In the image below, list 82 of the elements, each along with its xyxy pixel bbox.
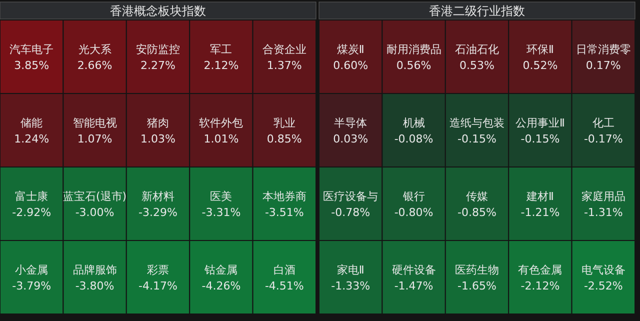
data-label: -4.26%: [202, 279, 241, 292]
data-label: 1.07%: [77, 132, 112, 146]
data-label: -3.31%: [202, 206, 241, 219]
data-label: 0.52%: [522, 58, 558, 72]
data-label: 0.53%: [460, 58, 494, 72]
category-label: 公用事业Ⅱ: [515, 116, 565, 130]
category-label: 石油石化: [455, 42, 499, 56]
category-label: 有色金属: [518, 263, 562, 276]
category-label: 煤炭Ⅱ: [336, 42, 364, 56]
data-label: -0.15%: [520, 132, 560, 146]
data-label: 0.60%: [333, 58, 368, 72]
data-label: -0.80%: [394, 206, 434, 219]
data-label: -2.92%: [12, 206, 52, 219]
category-label: 环保Ⅱ: [526, 42, 554, 56]
category-label: 光大系: [78, 42, 112, 56]
data-label: -3.29%: [138, 206, 178, 219]
category-label: 银行: [402, 190, 425, 203]
data-label: -1.31%: [584, 206, 623, 219]
data-label: 2.12%: [204, 58, 239, 72]
data-label: 2.27%: [140, 58, 176, 72]
data-label: -0.85%: [458, 206, 496, 219]
data-label: -1.21%: [520, 206, 560, 219]
category-label: 化工: [592, 116, 614, 130]
data-label: 0.56%: [396, 58, 432, 72]
data-label: 1.03%: [140, 132, 176, 146]
category-label: 软件外包: [199, 116, 244, 130]
category-label: 医药生物: [455, 263, 499, 276]
data-label: -3.51%: [264, 206, 304, 219]
data-label: -3.79%: [12, 279, 52, 292]
data-label: -3.80%: [75, 279, 114, 292]
category-label: 机械: [402, 116, 425, 130]
category-label: 新材料: [142, 190, 174, 203]
data-label: -0.78%: [331, 206, 370, 219]
category-label: 合资企业: [262, 42, 306, 56]
data-label: -0.08%: [394, 132, 434, 146]
data-label: 1.01%: [204, 132, 239, 146]
data-label: 0.03%: [333, 132, 368, 146]
category-label: 品牌服饰: [72, 263, 117, 276]
data-label: -2.52%: [584, 279, 623, 292]
category-label: 小金属: [15, 263, 48, 276]
data-label: 3.85%: [14, 58, 50, 72]
category-label: 蓝宝石(退市): [63, 190, 127, 203]
category-label: 传媒: [466, 190, 488, 203]
category-label: 家电Ⅱ: [336, 263, 364, 276]
data-label: -2.12%: [520, 279, 560, 292]
data-label: 0.85%: [266, 132, 302, 146]
category-label: 钴金属: [204, 263, 238, 276]
category-label: 彩票: [147, 263, 169, 276]
category-label: 电气设备: [581, 263, 626, 276]
text: 香港概念板块指数: [110, 4, 206, 18]
data-label: -0.17%: [584, 132, 623, 146]
category-label: 医美: [210, 190, 232, 203]
data-label: -3.00%: [75, 206, 114, 219]
category-label: 智能电视: [72, 116, 117, 130]
category-label: 造纸与包装: [450, 116, 504, 130]
category-label: 富士康: [15, 190, 48, 203]
category-label: 日常消费零: [576, 42, 631, 56]
category-label: 猪肉: [147, 116, 169, 130]
category-label: 白酒: [273, 263, 296, 276]
category-label: 汽车电子: [10, 42, 54, 56]
category-label: 建材Ⅱ: [525, 190, 554, 203]
category-label: 耐用消费品: [386, 42, 442, 56]
data-label: -0.15%: [458, 132, 496, 146]
data-label: -1.65%: [458, 279, 496, 292]
category-label: 家庭用品: [581, 190, 626, 203]
category-label: 乳业: [273, 116, 296, 130]
category-label: 储能: [20, 116, 43, 130]
category-label: 本地券商: [262, 190, 306, 203]
data-label: -4.51%: [264, 279, 304, 292]
data-label: 1.37%: [266, 58, 302, 72]
category-label: 安防监控: [136, 42, 180, 56]
category-label: 硬件设备: [392, 263, 436, 276]
text: 香港二级行业指数: [429, 4, 525, 18]
category-label: 医疗设备与: [323, 190, 378, 203]
data-label: -4.17%: [138, 279, 178, 292]
data-label: 1.24%: [14, 132, 50, 146]
category-label: 半导体: [334, 116, 368, 130]
data-label: -1.47%: [394, 279, 434, 292]
data-label: 0.17%: [586, 58, 621, 72]
data-label: 2.66%: [77, 58, 112, 72]
data-label: -1.33%: [331, 279, 370, 292]
category-label: 军工: [210, 42, 232, 56]
